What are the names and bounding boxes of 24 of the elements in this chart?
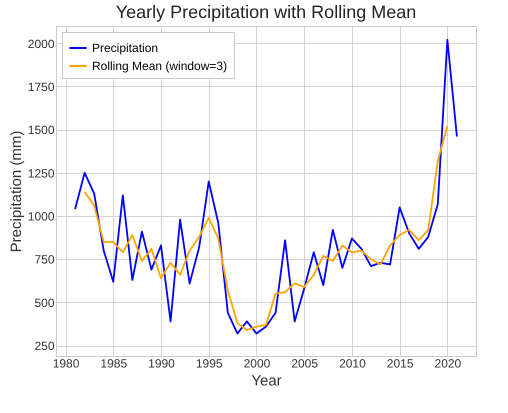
y-tick-label: 1750 (28, 80, 55, 94)
y-tick-label: 750 (34, 252, 55, 267)
line-series (84, 125, 448, 331)
x-tick-label: 2000 (244, 356, 271, 370)
y-tick-label: 2000 (28, 36, 55, 51)
x-axis-title: Year (251, 372, 282, 390)
x-tick-label: 2005 (291, 356, 318, 370)
y-tick-label: 1500 (28, 123, 55, 138)
y-tick-label: 1000 (28, 210, 55, 224)
y-axis-title: Precipitation (mm) (8, 130, 25, 252)
x-tick-label: 1985 (100, 356, 128, 370)
y-tick-label: 500 (34, 296, 55, 310)
legend-label: Precipitation (92, 41, 158, 55)
x-tick-label: 2020 (434, 356, 462, 370)
x-tick-label: 2015 (386, 356, 414, 370)
chart-title: Yearly Precipitation with Rolling Mean (116, 2, 416, 22)
x-tick-label: 1990 (148, 356, 176, 370)
x-tick-label: 1995 (196, 356, 223, 370)
y-tick-label: 250 (34, 339, 55, 354)
line-series (74, 38, 458, 334)
x-tick-label: 2010 (339, 356, 366, 370)
y-tick-label: 1250 (28, 166, 55, 180)
x-tick-label: 1980 (52, 356, 80, 370)
legend-label: Rolling Mean (window=3) (92, 59, 228, 73)
